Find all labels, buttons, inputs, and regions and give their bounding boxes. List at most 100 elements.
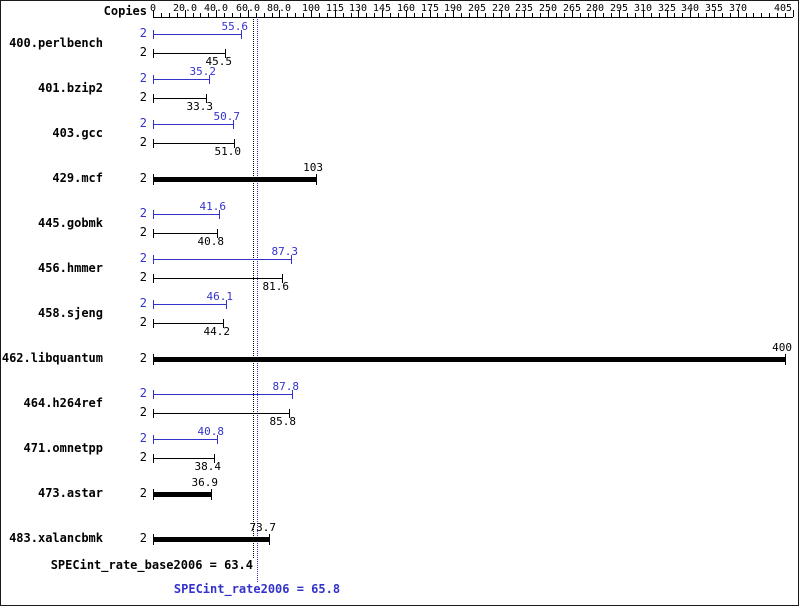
- axis-minor-tick: [287, 13, 288, 17]
- copies-value: 2: [139, 251, 147, 265]
- axis-major-tick: [524, 10, 525, 17]
- axis-minor-tick: [651, 13, 652, 17]
- base-bar: [153, 458, 214, 459]
- axis-minor-tick: [303, 13, 304, 17]
- bar-endcap-left: [153, 319, 154, 328]
- axis-major-tick: [501, 10, 502, 17]
- axis-minor-tick: [224, 13, 225, 17]
- axis-minor-tick: [398, 13, 399, 17]
- bar-endcap-left: [153, 354, 154, 365]
- axis-major-tick: [548, 10, 549, 17]
- axis-minor-tick: [485, 13, 486, 17]
- axis-minor-tick: [319, 13, 320, 17]
- axis-minor-tick: [208, 13, 209, 17]
- bar-endcap-left: [153, 409, 154, 418]
- axis-major-tick: [453, 10, 454, 17]
- copies-value: 2: [139, 90, 147, 104]
- copies-value: 2: [139, 351, 147, 365]
- base-bar: [153, 413, 289, 414]
- benchmark-label: 456.hmmer: [37, 261, 103, 275]
- axis-minor-tick: [588, 13, 589, 17]
- axis-minor-tick: [169, 13, 170, 17]
- bar-endcap-right: [241, 30, 242, 39]
- base-bar: [153, 53, 225, 54]
- axis-minor-tick: [682, 13, 683, 17]
- axis-minor-tick: [327, 13, 328, 17]
- axis-minor-tick: [493, 13, 494, 17]
- bar-endcap-left: [153, 139, 154, 148]
- base-bar: [153, 98, 206, 99]
- bar-value-label: 45.5: [205, 55, 233, 68]
- axis-major-tick: [477, 10, 478, 17]
- base-bar: [153, 143, 234, 144]
- bar-endcap-right: [785, 354, 786, 365]
- axis-minor-tick: [730, 13, 731, 17]
- copies-value: 2: [139, 26, 147, 40]
- bar-endcap-right: [225, 49, 226, 58]
- axis-major-tick: [335, 10, 336, 17]
- axis-minor-tick: [264, 13, 265, 17]
- bar-endcap-left: [153, 255, 154, 264]
- bar-endcap-left: [153, 30, 154, 39]
- base-bar: [153, 233, 217, 234]
- bar-value-label: 44.2: [203, 325, 231, 338]
- bar-endcap-left: [153, 454, 154, 463]
- axis-major-tick: [714, 10, 715, 17]
- bar-endcap-left: [153, 300, 154, 309]
- base-bar: [153, 278, 282, 279]
- axis-minor-tick: [445, 13, 446, 17]
- axis-minor-tick: [516, 13, 517, 17]
- base-bar: [153, 323, 223, 324]
- axis-major-tick: [406, 10, 407, 17]
- axis-minor-tick: [414, 13, 415, 17]
- single-bar: [153, 492, 211, 497]
- copies-value: 2: [139, 531, 147, 545]
- axis-minor-tick: [777, 13, 778, 17]
- benchmark-label: 403.gcc: [52, 126, 103, 140]
- bar-value-label: 50.7: [213, 110, 241, 123]
- axis-major-tick: [358, 10, 359, 17]
- axis-minor-tick: [674, 13, 675, 17]
- axis-minor-tick: [603, 13, 604, 17]
- axis-minor-tick: [240, 13, 241, 17]
- bar-value-label: 51.0: [214, 145, 242, 158]
- benchmark-label: 458.sjeng: [37, 306, 103, 320]
- benchmark-label: 401.bzip2: [37, 81, 103, 95]
- bar-endcap-left: [153, 174, 154, 185]
- bar-endcap-right: [226, 300, 227, 309]
- copies-column-header: Copies: [103, 4, 147, 18]
- bar-value-label: 103: [303, 161, 323, 174]
- bar-value-label: 85.8: [269, 415, 297, 428]
- axis-minor-tick: [161, 13, 162, 17]
- peak-bar: [153, 304, 226, 305]
- bar-endcap-right: [217, 435, 218, 444]
- benchmark-label: 471.omnetpp: [23, 441, 103, 455]
- bar-endcap-right: [316, 174, 317, 185]
- axis-major-tick: [667, 10, 668, 17]
- peak-bar: [153, 214, 219, 215]
- benchmark-label: 429.mcf: [52, 171, 103, 185]
- single-bar: [153, 357, 785, 362]
- bar-value-label: 33.3: [186, 100, 214, 113]
- axis-major-tick: [595, 10, 596, 17]
- axis-minor-tick: [761, 13, 762, 17]
- bar-endcap-right: [214, 454, 215, 463]
- bar-value-label: 38.4: [194, 460, 222, 473]
- axis-minor-tick: [295, 13, 296, 17]
- bar-endcap-right: [233, 120, 234, 129]
- peak-bar: [153, 34, 241, 35]
- copies-value: 2: [139, 315, 147, 329]
- bar-endcap-left: [153, 49, 154, 58]
- axis-major-tick: [382, 10, 383, 17]
- axis-line: [153, 17, 793, 18]
- bar-endcap-left: [153, 75, 154, 84]
- peak-bar: [153, 124, 233, 125]
- bar-endcap-right: [219, 210, 220, 219]
- axis-minor-tick: [509, 13, 510, 17]
- axis-minor-tick: [390, 13, 391, 17]
- axis-minor-tick: [437, 13, 438, 17]
- copies-value: 2: [139, 206, 147, 220]
- bar-endcap-left: [153, 210, 154, 219]
- axis-minor-tick: [564, 13, 565, 17]
- bar-endcap-left: [153, 120, 154, 129]
